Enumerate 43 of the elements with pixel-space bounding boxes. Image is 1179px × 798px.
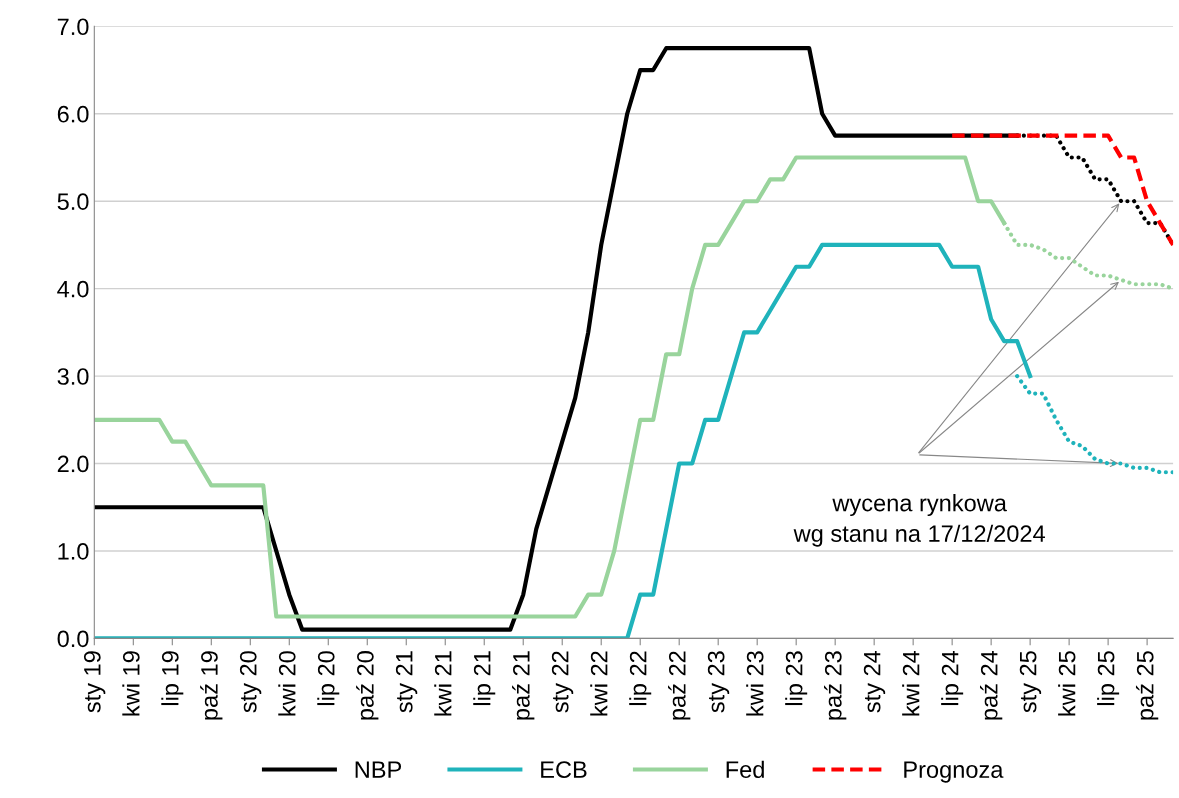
x-tick-label: paź 23 (824, 651, 847, 720)
x-tick-label: lip 24 (941, 650, 964, 706)
x-tick-label: paź 20 (356, 651, 379, 720)
x-tick-label: lip 20 (317, 651, 340, 706)
x-tick-label: paź 19 (200, 651, 223, 720)
y-tick-label: 7.0 (57, 18, 89, 36)
annotation: wycena rynkowa wg stanu na 17/12/2024 (793, 494, 1045, 547)
x-tick-label: sty 24 (863, 650, 886, 713)
legend-label: Fed (726, 760, 764, 778)
y-tick-label: 0.0 (57, 630, 89, 648)
x-tick-label: kwi 22 (590, 651, 608, 716)
x-tick-label: kwi 20 (278, 651, 296, 716)
x-tick-label: sty 22 (551, 651, 574, 713)
x-tick-label: sty 19 (83, 651, 106, 713)
line-series (1015, 374, 1174, 475)
y-tick-label: 1.0 (58, 543, 89, 560)
x-tick-label: paź 24 (980, 650, 1003, 720)
x-tick-label: paź 22 (668, 651, 691, 720)
x-tick-label: lip 19 (161, 651, 184, 706)
legend-label: Prognoza (904, 761, 1004, 783)
x-tick-label: kwi 25 (1058, 651, 1076, 716)
line-series (950, 133, 1174, 248)
y-tick-label: 3.0 (57, 368, 89, 385)
x-tick-label: lip 25 (1097, 651, 1120, 706)
x-tick-label: kwi 24 (902, 650, 920, 716)
y-tick-label: 4.0 (57, 280, 89, 298)
x-tick-label: paź 21 (512, 651, 535, 720)
x-tick-label: paź 25 (1135, 651, 1159, 720)
y-tick-label: 2.0 (57, 455, 89, 473)
x-tick-label: lip 23 (785, 651, 808, 706)
x-tick-label: kwi 23 (746, 651, 764, 716)
y-tick-label: 5.0 (57, 193, 89, 210)
x-tick-label: sty 20 (239, 651, 262, 713)
x-tick-label: sty 23 (707, 651, 730, 713)
legend-label: ECB (541, 761, 587, 778)
x-tick-label: kwi 21 (434, 651, 452, 716)
x-tick-label: lip 22 (629, 651, 652, 706)
legend-label: NBP (355, 761, 402, 778)
x-tick-label: sty 25 (1019, 651, 1042, 713)
x-tick-label: kwi 19 (122, 651, 140, 716)
x-tick-label: lip 21 (473, 651, 496, 706)
y-tick-label: 6.0 (57, 105, 89, 123)
x-tick-label: sty 21 (395, 651, 418, 713)
